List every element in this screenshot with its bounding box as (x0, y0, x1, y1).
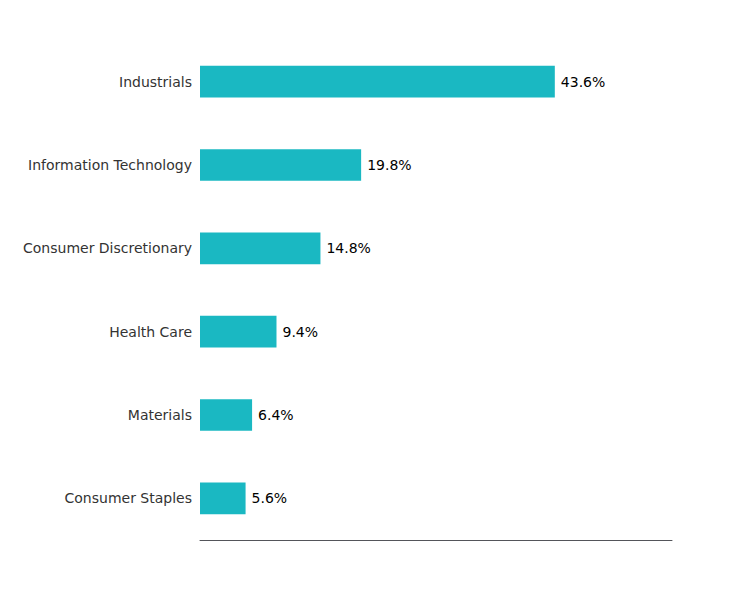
svg-text:Consumer Discretionary: Consumer Discretionary (23, 240, 192, 256)
svg-text:14.8%: 14.8% (326, 240, 370, 256)
svg-text:6.4%: 6.4% (258, 407, 294, 423)
svg-text:19.8%: 19.8% (367, 157, 411, 173)
svg-text:Health Care: Health Care (109, 324, 192, 340)
svg-text:Consumer Staples: Consumer Staples (65, 490, 192, 506)
svg-text:5.6%: 5.6% (252, 490, 288, 506)
svg-text:Industrials: Industrials (119, 74, 192, 90)
svg-text:43.6%: 43.6% (561, 74, 605, 90)
svg-text:9.4%: 9.4% (282, 324, 318, 340)
svg-text:Information Technology: Information Technology (28, 157, 192, 173)
svg-text:Materials: Materials (128, 407, 192, 423)
